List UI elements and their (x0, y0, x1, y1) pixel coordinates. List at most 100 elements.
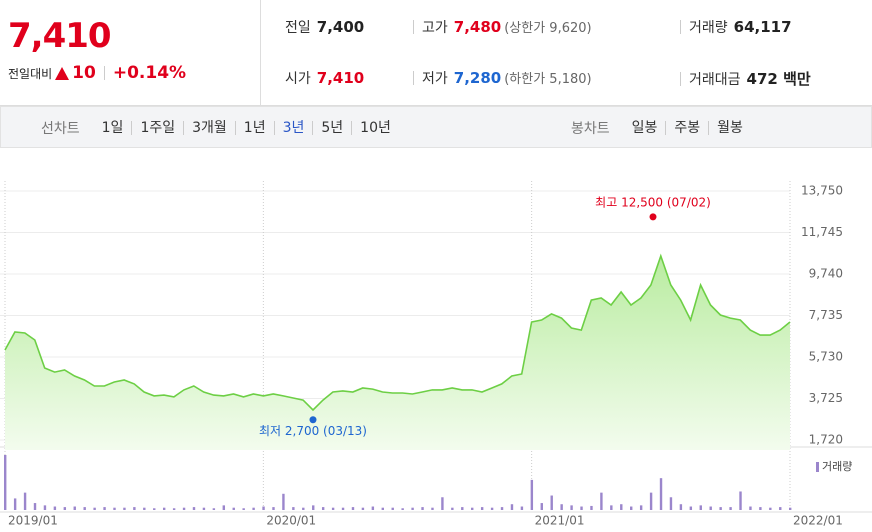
stat: 시가 7,410 (285, 68, 364, 88)
tab[interactable]: 3개월 (183, 121, 235, 135)
volume-bar (63, 507, 67, 510)
volume-bar (570, 505, 573, 510)
volume-bar (441, 497, 444, 510)
x-tick-label: 2019/01 (8, 514, 58, 528)
y-tick-label: 7,735 (809, 308, 843, 322)
stat: 고가 7,480 (상한가 9,620) (413, 17, 592, 37)
volume-bar (461, 507, 464, 510)
volume-bar (222, 505, 226, 510)
volume-bar (282, 493, 285, 510)
volume-bar (312, 505, 315, 510)
stat-label: 저가 (422, 71, 448, 87)
volume-bar (113, 507, 116, 510)
volume-bar (341, 507, 345, 510)
stat-value: 7,280 (453, 69, 502, 87)
volume-bar (123, 507, 126, 510)
tab[interactable]: 1일 (101, 120, 124, 136)
stat-label: 고가 (422, 20, 448, 36)
stat-value: 7,400 (316, 18, 365, 36)
tab-group-label: 선차트 (41, 121, 80, 137)
volume-bar (182, 507, 186, 510)
change-row: 전일대비 10 +0.14% (8, 63, 186, 83)
volume-bar (749, 506, 752, 510)
volume-bar (560, 504, 563, 510)
volume-bar (381, 507, 384, 510)
volume-bar (4, 455, 7, 510)
volume-bar (510, 504, 514, 510)
volume-bar (33, 503, 37, 510)
volume-bar (421, 507, 424, 510)
volume-bar (530, 479, 534, 510)
tab[interactable]: 주봉 (665, 121, 708, 135)
price-box: 7,410 전일대비 10 +0.14% (0, 0, 261, 105)
volume-bar (143, 507, 146, 510)
volume-bar (93, 507, 96, 510)
y-tick-label: 11,745 (801, 225, 843, 239)
stat-label: 전일 (285, 20, 311, 36)
volume-bar (252, 507, 255, 510)
volume-bar (431, 507, 434, 510)
stat-label: 거래대금 (689, 72, 741, 88)
volume-bar (292, 507, 295, 510)
line-tabs: 선차트 1일 1주일 3개월 1년 3년 5년 10년 (41, 118, 399, 138)
volume-bar (580, 506, 583, 510)
y-tick-label: 9,740 (809, 267, 843, 281)
stat-note: (하한가 5,180) (504, 72, 592, 87)
tab[interactable]: 월봉 (708, 121, 751, 135)
y-tick-label: 13,750 (801, 184, 843, 198)
tab[interactable]: 5년 (312, 121, 351, 135)
volume-bar (779, 507, 782, 510)
volume-bar (43, 505, 47, 510)
volume-bar (272, 507, 275, 510)
stat-value: 472 백만 (746, 70, 811, 88)
volume-bar (669, 497, 673, 510)
volume-bar (172, 508, 176, 510)
stat: 거래량 64,117 (680, 17, 792, 37)
volume-bar (490, 507, 494, 510)
volume-bar (73, 506, 76, 510)
tab[interactable]: 1주일 (131, 121, 183, 135)
volume-bar (401, 508, 404, 510)
volume-bar (351, 507, 355, 510)
volume-bar (262, 506, 265, 510)
price-line (4, 253, 791, 412)
volume-bar (331, 507, 335, 510)
chart-tabs: 선차트 1일 1주일 3개월 1년 3년 5년 10년 봉차트 일봉 주봉 월봉 (0, 106, 872, 148)
tab[interactable]: 1년 (234, 121, 274, 135)
volume-bar (53, 506, 57, 510)
volume-bar (302, 507, 305, 510)
volume-bar (480, 507, 484, 510)
tab[interactable]: 일봉 (631, 120, 658, 136)
volume-bar (729, 507, 732, 510)
volume-bar (391, 507, 394, 510)
volume-bar (321, 507, 325, 510)
volume-bar (769, 507, 772, 510)
volume-bar (520, 506, 524, 510)
volume-bar (709, 506, 712, 510)
volume-bar (600, 492, 603, 510)
annotation: 최저 2,700 (03/13) (259, 424, 367, 438)
volume-bar (689, 506, 693, 510)
volume-bar (133, 507, 136, 510)
volume-bar (361, 507, 365, 510)
volume-bar (590, 505, 593, 510)
volume-bar (232, 507, 235, 510)
volume-bar (162, 507, 166, 510)
stat: 저가 7,280 (하한가 5,180) (413, 68, 592, 88)
stat-value: 64,117 (733, 18, 792, 36)
price-area (5, 256, 790, 450)
volume-bar (242, 508, 245, 510)
legend-swatch (816, 462, 819, 472)
tab[interactable]: 3년 (273, 121, 313, 135)
change-label: 전일대비 (8, 66, 53, 81)
up-icon (55, 66, 70, 80)
x-tick-label: 2022/01 (793, 514, 843, 528)
volume-bar (620, 504, 623, 510)
x-tick-label: 2021/01 (535, 514, 585, 528)
tab[interactable]: 10년 (351, 121, 399, 135)
stat: 전일 7,400 (285, 17, 364, 37)
volume-bar (371, 506, 375, 510)
separator (103, 66, 105, 80)
volume-bar (699, 505, 702, 510)
volume-bar (103, 507, 106, 510)
